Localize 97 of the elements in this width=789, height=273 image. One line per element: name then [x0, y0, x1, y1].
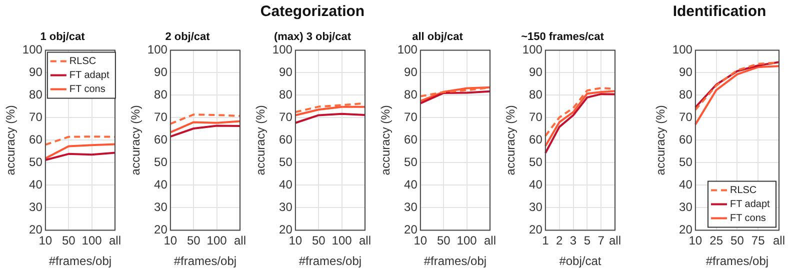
x-axis-title: #frames/obj [706, 254, 769, 268]
y-tick-label: 80 [404, 88, 418, 102]
chart-title: Categorization [259, 3, 366, 20]
y-tick-label: 100 [672, 42, 693, 57]
x-tick-label: 25 [710, 234, 724, 248]
y-tick-label: 50 [29, 155, 43, 170]
y-tick-label: 90 [154, 65, 168, 80]
x-tick-label: 2 [556, 234, 563, 248]
y-tick-label: 90 [529, 65, 543, 80]
y-tick-label: 80 [679, 88, 693, 102]
x-tick-label: 50 [436, 234, 451, 248]
y-tick-label: 100 [22, 42, 43, 57]
x-tick-label: all [234, 234, 246, 248]
y-tick-label: 70 [29, 110, 43, 124]
x-tick-label: all [484, 234, 496, 248]
y-axis-title: accuracy (%) [378, 105, 393, 176]
y-tick-label: 30 [279, 200, 293, 214]
y-tick-label: 60 [529, 132, 543, 147]
y-tick-label: 50 [679, 155, 693, 170]
x-tick-label: all [772, 234, 786, 248]
y-tick-label: 100 [147, 42, 168, 57]
x-tick-label: 100 [206, 234, 228, 248]
y-tick-label: 60 [679, 132, 693, 147]
y-tick-label: 60 [404, 132, 418, 147]
x-axis-title: #frames/obj [48, 254, 112, 268]
y-tick-label: 30 [679, 200, 693, 214]
chart-subtitle: 1 obj/cat [39, 31, 86, 43]
x-tick-label: 50 [730, 234, 744, 248]
y-tick-label: 100 [272, 42, 293, 57]
legend-label: RLSC [69, 56, 96, 67]
y-axis-title: accuracy (%) [4, 105, 18, 176]
y-tick-label: 100 [397, 42, 418, 57]
y-tick-label: 60 [29, 132, 43, 147]
x-tick-label: 100 [456, 234, 478, 248]
y-tick-label: 80 [279, 88, 293, 102]
x-tick-label: 100 [82, 234, 102, 248]
y-tick-label: 40 [154, 178, 168, 192]
legend-label: FT adapt [730, 198, 770, 210]
y-tick-label: 80 [154, 88, 168, 102]
y-axis-title: accuracy (%) [504, 105, 518, 176]
y-axis-title: accuracy (%) [254, 105, 268, 176]
y-tick-label: 60 [279, 132, 293, 147]
y-tick-label: 30 [404, 200, 418, 214]
x-axis-title: #frames/obj [424, 254, 487, 268]
y-tick-label: 50 [404, 155, 418, 170]
x-tick-label: all [358, 234, 372, 248]
y-tick-label: 30 [154, 200, 168, 214]
legend-label: RLSC [730, 184, 757, 196]
y-tick-label: 90 [404, 65, 418, 80]
chart-title: Identification [672, 3, 768, 20]
y-axis-title: accuracy (%) [128, 105, 143, 176]
x-tick-label: 75 [751, 234, 766, 248]
x-tick-label: 7 [598, 234, 605, 248]
y-tick-label: 80 [29, 88, 43, 102]
chart-subtitle: ~150 frames/cat [520, 31, 605, 43]
chart-subtitle: 2 obj/cat [164, 31, 211, 43]
y-tick-label: 70 [279, 110, 293, 124]
y-tick-label: 30 [529, 200, 543, 214]
chart-subtitle: all obj/cat [411, 31, 464, 43]
legend-label: FT adapt [69, 70, 110, 81]
x-tick-label: 50 [62, 234, 76, 248]
y-tick-label: 60 [154, 132, 168, 147]
chart-subtitle: (max) 3 obj/cat [272, 31, 352, 43]
x-axis-title: #frames/obj [298, 254, 362, 268]
x-tick-label: 50 [312, 234, 326, 248]
y-tick-label: 90 [29, 65, 43, 80]
x-tick-label: all [108, 234, 122, 248]
y-tick-label: 50 [529, 155, 543, 170]
y-tick-label: 40 [279, 178, 293, 192]
x-axis-title: #obj/cat [559, 254, 602, 268]
x-tick-label: all [608, 234, 622, 248]
y-tick-label: 20 [529, 222, 543, 237]
y-tick-label: 100 [522, 42, 543, 57]
y-tick-label: 70 [404, 110, 418, 124]
y-tick-label: 70 [679, 110, 693, 124]
y-tick-label: 40 [529, 178, 543, 192]
legend-label: FT cons [69, 84, 106, 95]
y-tick-label: 70 [154, 110, 168, 124]
y-tick-label: 40 [404, 178, 418, 192]
line-series [169, 114, 241, 125]
x-tick-label: 1 [542, 234, 550, 248]
x-tick-label: 100 [332, 234, 352, 248]
y-tick-label: 30 [29, 200, 43, 214]
x-axis-title: #frames/obj [174, 254, 237, 268]
x-tick-label: 3 [570, 234, 577, 248]
y-tick-label: 40 [29, 178, 43, 192]
y-tick-label: 80 [529, 88, 543, 102]
x-tick-label: 50 [186, 234, 201, 248]
y-tick-label: 40 [679, 178, 693, 192]
x-tick-label: 5 [584, 234, 591, 248]
y-axis-title: accuracy (%) [654, 105, 668, 176]
y-tick-label: 50 [279, 155, 293, 170]
y-tick-label: 50 [154, 155, 168, 170]
y-tick-label: 70 [529, 110, 543, 124]
y-tick-label: 90 [279, 65, 293, 80]
y-tick-label: 90 [679, 65, 693, 80]
legend-label: FT cons [730, 212, 766, 224]
